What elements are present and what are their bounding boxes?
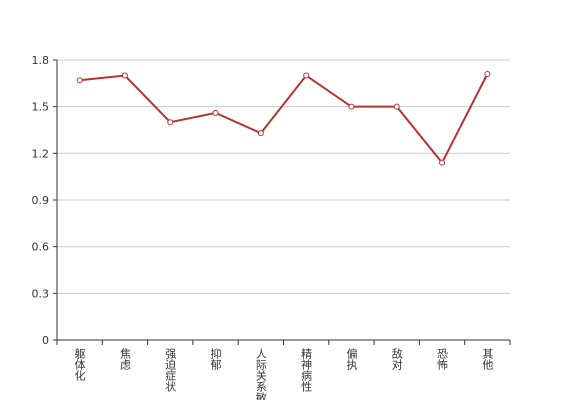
point [348, 103, 355, 110]
y-tick-label: 1.2 [32, 147, 50, 160]
y-tick-label: 0.3 [32, 287, 50, 300]
y-tick-label: 1.5 [32, 101, 50, 114]
point [439, 159, 446, 166]
point [303, 72, 310, 79]
x-tick-label: 精神病性 [300, 348, 313, 393]
x-tick-label: 其他 [481, 348, 494, 370]
y-tick-label: 0 [42, 334, 49, 347]
x-tick-label: 焦虑 [118, 348, 131, 370]
point [167, 119, 174, 126]
x-tick-label: 人际关系敏感 [254, 348, 267, 400]
point [212, 109, 219, 116]
y-tick-label: 1.8 [32, 54, 50, 67]
point [393, 103, 400, 110]
x-tick-label: 敌对 [390, 347, 403, 370]
y-tick-label: 0.6 [32, 241, 50, 254]
x-tick-label: 抑郁 [209, 347, 222, 370]
x-tick-label: 强迫症状 [164, 348, 177, 392]
x-tick-label: 偏执 [345, 347, 358, 371]
x-tick-label: 躯体化 [73, 348, 86, 382]
point [121, 72, 128, 79]
x-tick-label: 恐怖 [436, 348, 449, 370]
y-tick-label: 0.9 [32, 194, 50, 207]
point [76, 77, 83, 84]
line [79, 73, 489, 165]
point [257, 130, 264, 137]
point [484, 71, 491, 77]
